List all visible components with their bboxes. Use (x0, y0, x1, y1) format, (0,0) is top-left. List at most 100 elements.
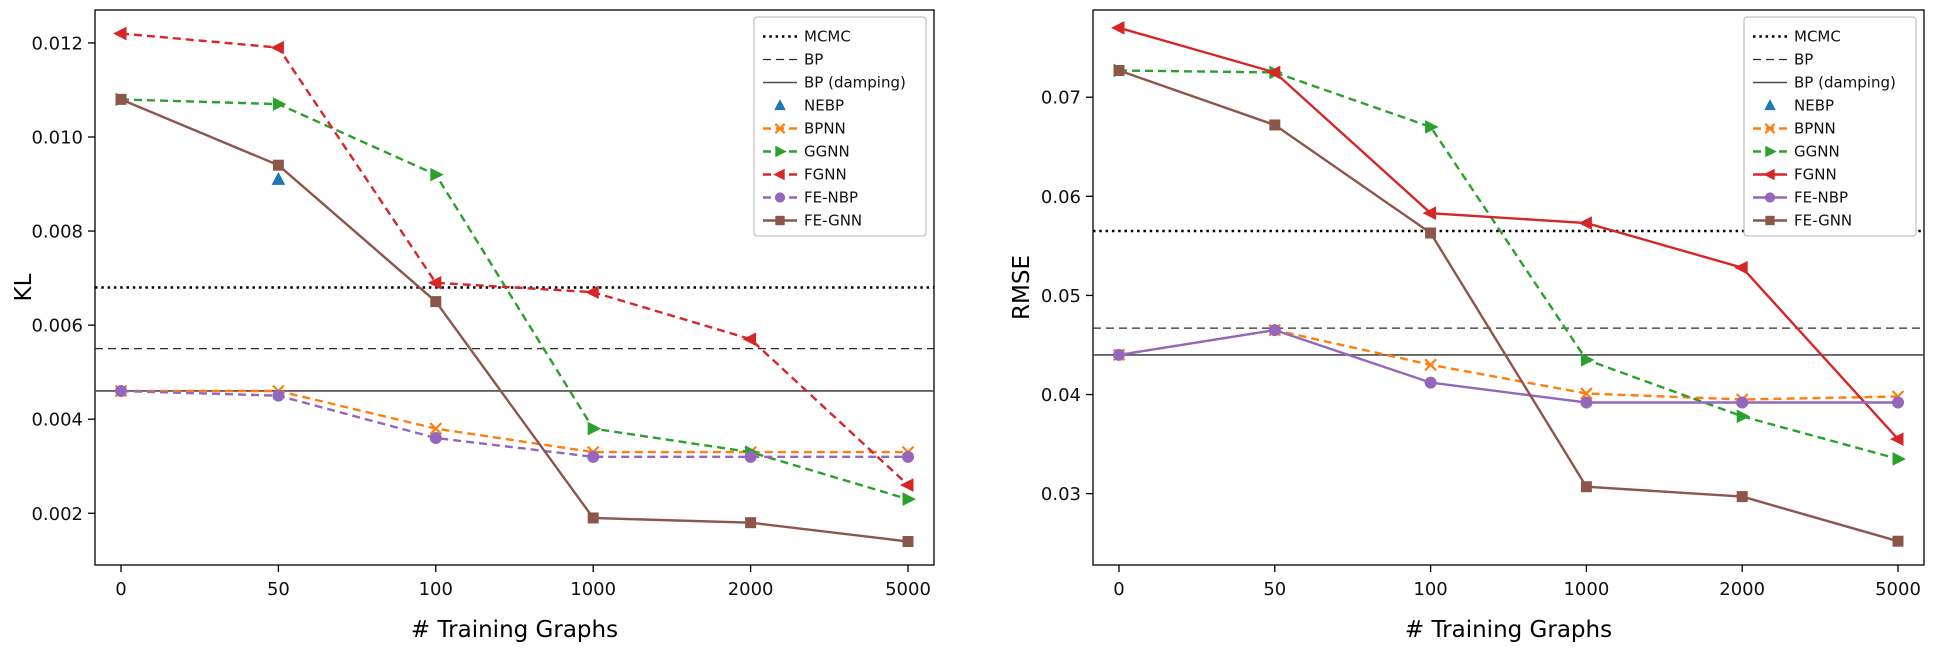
x-tick-label: 50 (1263, 579, 1286, 600)
circle-marker (1764, 192, 1776, 203)
x-tick-label: 50 (267, 579, 290, 600)
x-tick-label: 2000 (1719, 579, 1765, 600)
x-tick-label: 2000 (728, 579, 774, 600)
legend-label: FGNN (804, 166, 847, 184)
x-tick-label: 100 (1413, 579, 1447, 600)
triangle-left-marker (1111, 21, 1125, 35)
x-tick-label: 0 (115, 579, 126, 600)
y-tick-label: 0.03 (1041, 484, 1081, 505)
legend: MCMC BP BP (damping) NEBP BPNN GGNN FGNN FE-NBP… (1743, 16, 1917, 237)
square-marker (1736, 491, 1748, 503)
triangle-right-marker (902, 492, 916, 506)
square-marker (430, 296, 442, 308)
triangle-right-marker (587, 421, 602, 436)
square-marker (272, 159, 284, 171)
legend-box (753, 16, 927, 237)
series-line-fe-gnn (120, 98, 909, 543)
legend-label: FE-GNN (804, 212, 862, 230)
y-tick-label: 0.010 (31, 127, 83, 148)
y-tick-label: 0.006 (31, 316, 83, 337)
circle-marker (1736, 396, 1749, 409)
x-marker (1764, 123, 1776, 134)
triangle-left-marker (773, 168, 785, 181)
y-tick-label: 0.07 (1041, 88, 1081, 109)
legend-label: BP (804, 51, 823, 69)
circle-marker (744, 450, 757, 463)
circle-marker (429, 432, 442, 445)
legend-label: NEBP (804, 97, 844, 115)
triangle-left-marker (1890, 432, 1904, 446)
circle-marker (587, 450, 600, 463)
circle-marker (1892, 396, 1904, 409)
rmse-plot: 0.03 0.04 0.05 0.06 0.07 0 50 100 1000 2000 5000 # … (1009, 9, 1925, 643)
y-tick-label: 0.04 (1041, 385, 1081, 406)
triangle-right-marker (1736, 409, 1751, 424)
rmse-vs-training-graphs-chart: 0.03 0.04 0.05 0.06 0.07 0 50 100 1000 2000 5000 # … (969, 0, 1938, 661)
series-line-ggnn (1118, 69, 1899, 461)
triangle-up-marker (271, 171, 286, 185)
y-tick-label: 0.008 (31, 222, 83, 243)
triangle-left-marker (1266, 65, 1281, 80)
series-line-fgnn (1118, 26, 1899, 440)
triangle-up-marker (774, 99, 786, 111)
circle-marker (1268, 324, 1281, 337)
circle-marker (1424, 376, 1437, 389)
triangle-left-marker (427, 275, 442, 290)
triangle-right-marker (1580, 353, 1595, 367)
legend-label: MCMC (1794, 28, 1841, 46)
square-marker (775, 215, 785, 226)
series-line-bpnn (121, 389, 908, 454)
y-tick-label: 0.05 (1041, 286, 1081, 307)
x-marker (774, 123, 786, 134)
square-marker (1113, 64, 1125, 76)
x-tick-label: 5000 (1875, 579, 1921, 600)
triangle-up-marker (1764, 99, 1776, 111)
y-tick-label: 0.002 (31, 504, 83, 525)
circle-marker (774, 192, 786, 203)
series-line-fe-nbp (120, 389, 908, 458)
legend-label: BPNN (804, 120, 846, 138)
square-marker (1269, 119, 1281, 131)
triangle-left-marker (113, 26, 127, 41)
triangle-right-marker (1425, 120, 1439, 134)
circle-marker (1113, 348, 1125, 361)
legend-label: GGNN (804, 143, 850, 161)
legend-label: BP (damping) (804, 74, 906, 92)
x-tick-label: 0 (1113, 579, 1124, 600)
triangle-left-marker (270, 40, 284, 55)
circle-marker (902, 450, 914, 463)
kl-plot: 0.002 0.004 0.006 0.008 0.010 0.012 0 50 100 1000… (11, 9, 935, 643)
legend-label: MCMC (804, 28, 851, 46)
legend-label: FGNN (1794, 166, 1837, 184)
legend-box (1743, 16, 1917, 237)
series-line-fe-nbp (1118, 328, 1898, 404)
y-axis-label: KL (11, 273, 37, 301)
triangle-right-marker (775, 145, 787, 158)
series-line-fgnn (120, 32, 909, 486)
triangle-right-marker (430, 167, 444, 182)
series-line-fe-gnn (1118, 69, 1899, 543)
kl-vs-training-graphs-chart: 0.002 0.004 0.006 0.008 0.010 0.012 0 50 100 1000… (11, 9, 935, 643)
square-marker (902, 535, 914, 547)
x-marker (1424, 358, 1437, 372)
square-marker (1892, 535, 1904, 547)
legend: MCMC BP BP (damping) NEBP BPNN GGNN FGNN FE-NBP… (753, 16, 927, 237)
triangle-left-marker (1734, 260, 1748, 275)
circle-marker (272, 389, 285, 402)
triangle-right-marker (1892, 452, 1906, 466)
x-axis-label: # Training Graphs (1405, 617, 1612, 643)
legend-label: FE-GNN (1794, 212, 1852, 230)
legend-label: FE-NBP (804, 189, 858, 207)
x-tick-label: 100 (419, 579, 453, 600)
x-tick-label: 1000 (1563, 579, 1609, 600)
square-marker (115, 93, 127, 105)
circle-marker (1580, 396, 1593, 409)
triangle-left-marker (585, 285, 599, 300)
legend-label: BPNN (1794, 120, 1836, 138)
legend-label: BP (damping) (1794, 74, 1896, 92)
y-tick-label: 0.06 (1041, 187, 1081, 208)
legend-label: BP (1794, 51, 1813, 69)
y-axis-label: RMSE (1009, 255, 1035, 320)
legend-label: FE-NBP (1794, 189, 1848, 207)
